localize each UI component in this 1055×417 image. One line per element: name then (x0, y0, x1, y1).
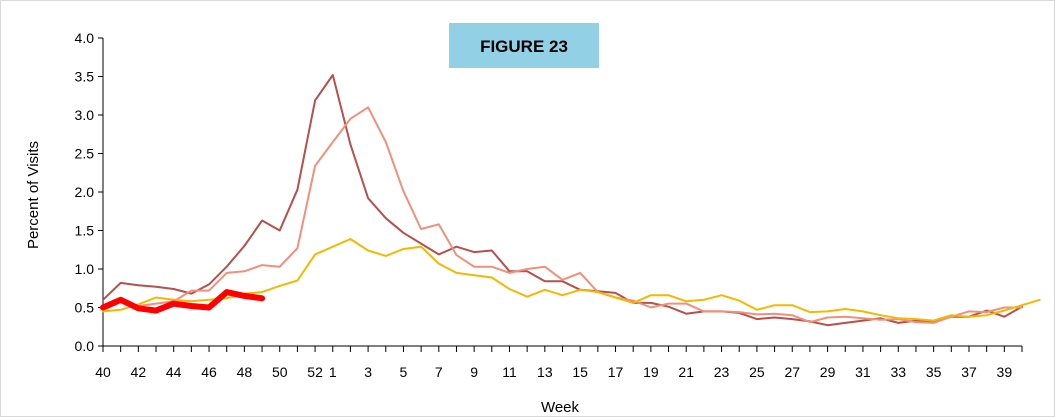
y-tick-label: 1.0 (75, 261, 95, 277)
x-tick-label: 35 (926, 364, 942, 380)
series-line-2 (102, 106, 1023, 324)
x-tick-label: 25 (749, 364, 765, 380)
y-tick-label: 3.0 (75, 107, 95, 123)
x-tick-label: 9 (470, 364, 478, 380)
series-line-4 (100, 289, 266, 314)
x-tick-label: 11 (502, 364, 517, 380)
x-tick-label: 52 (307, 364, 323, 380)
series-layer (100, 74, 1041, 327)
y-tick-label: 4.0 (75, 30, 95, 46)
x-tick-label: 29 (820, 364, 836, 380)
x-axis: 40 42 44 46 48 50 52 1 3 5 7 9 11 13 15 17 19 21 23 25 27 29 3… (95, 345, 1023, 380)
series-line-1 (102, 74, 1023, 327)
y-axis-title: Percent of Visits (25, 141, 42, 249)
x-tick-label: 27 (784, 364, 800, 380)
y-tick-label: 2.0 (75, 184, 95, 200)
x-tick-label: 44 (166, 364, 182, 380)
x-tick-label: 42 (131, 364, 147, 380)
x-tick-label: 50 (272, 364, 288, 380)
x-tick-label: 15 (572, 364, 588, 380)
y-tick-label: 1.5 (75, 223, 95, 239)
x-tick-label: 1 (329, 364, 337, 380)
x-tick-label: 40 (95, 364, 111, 380)
x-tick-label: 17 (608, 364, 624, 380)
x-tick-label: 13 (537, 364, 553, 380)
x-tick-label: 21 (678, 364, 694, 380)
x-tick-label: 19 (643, 364, 659, 380)
y-axis: 0.0 0.5 1.0 1.5 2.0 2.5 3.0 3.5 4.0 (75, 30, 104, 354)
x-tick-label: 48 (237, 364, 253, 380)
x-tick-label: 3 (364, 364, 372, 380)
x-tick-label: 46 (201, 364, 217, 380)
y-tick-label: 2.5 (75, 146, 95, 162)
series-line-3 (102, 238, 1041, 322)
x-tick-label: 31 (855, 364, 871, 380)
y-tick-label: 0.0 (75, 338, 95, 354)
x-tick-label: 37 (961, 364, 977, 380)
figure-badge-box (449, 23, 599, 68)
y-tick-label: 3.5 (75, 69, 95, 85)
x-tick-label: 5 (400, 364, 408, 380)
x-tick-label: 33 (890, 364, 906, 380)
x-tick-label: 23 (714, 364, 730, 380)
figure-badge: FIGURE 23 (449, 23, 599, 68)
x-axis-title: Week (541, 399, 580, 416)
y-tick-label: 0.5 (75, 300, 95, 316)
figure-badge-label: FIGURE 23 (480, 37, 568, 56)
x-tick-label: 39 (997, 364, 1013, 380)
x-tick-label: 7 (435, 364, 443, 380)
